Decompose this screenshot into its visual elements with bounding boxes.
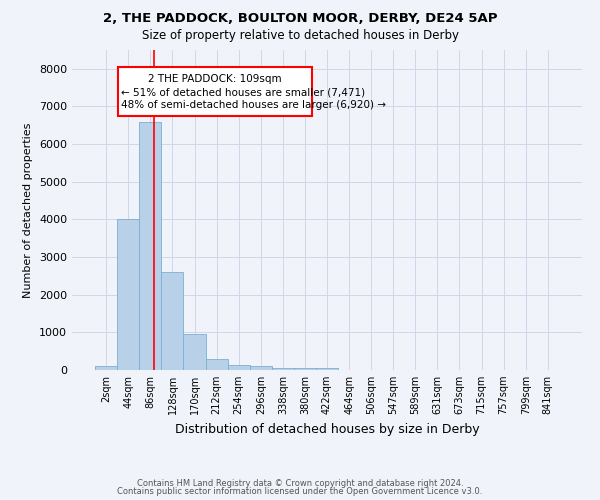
Y-axis label: Number of detached properties: Number of detached properties bbox=[23, 122, 34, 298]
X-axis label: Distribution of detached houses by size in Derby: Distribution of detached houses by size … bbox=[175, 422, 479, 436]
Text: 48% of semi-detached houses are larger (6,920) →: 48% of semi-detached houses are larger (… bbox=[121, 100, 386, 110]
Bar bbox=[294, 368, 316, 370]
Bar bbox=[272, 368, 294, 370]
Text: 2, THE PADDOCK, BOULTON MOOR, DERBY, DE24 5AP: 2, THE PADDOCK, BOULTON MOOR, DERBY, DE2… bbox=[103, 12, 497, 26]
Text: 2 THE PADDOCK: 109sqm: 2 THE PADDOCK: 109sqm bbox=[148, 74, 281, 84]
Text: Contains HM Land Registry data © Crown copyright and database right 2024.: Contains HM Land Registry data © Crown c… bbox=[137, 478, 463, 488]
Text: ← 51% of detached houses are smaller (7,471): ← 51% of detached houses are smaller (7,… bbox=[121, 88, 365, 98]
Bar bbox=[250, 366, 272, 370]
Bar bbox=[184, 334, 206, 370]
Bar bbox=[227, 365, 250, 370]
Text: Contains public sector information licensed under the Open Government Licence v3: Contains public sector information licen… bbox=[118, 487, 482, 496]
Bar bbox=[95, 366, 117, 370]
Bar bbox=[139, 122, 161, 370]
Bar bbox=[206, 358, 227, 370]
FancyBboxPatch shape bbox=[118, 67, 312, 116]
Bar bbox=[117, 220, 139, 370]
Bar bbox=[161, 272, 184, 370]
Bar bbox=[316, 368, 338, 370]
Text: Size of property relative to detached houses in Derby: Size of property relative to detached ho… bbox=[142, 29, 458, 42]
